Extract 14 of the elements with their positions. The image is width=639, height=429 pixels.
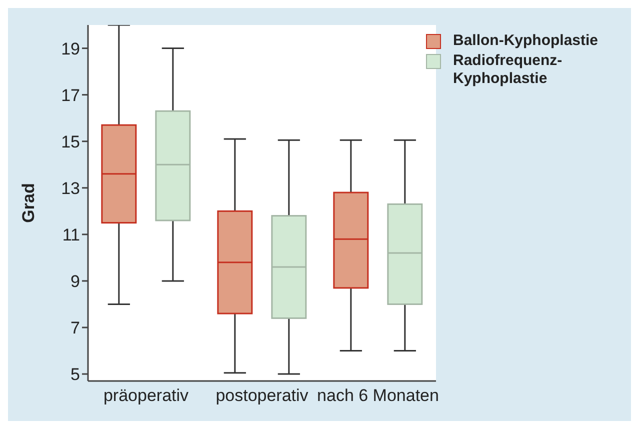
y-tick-label: 5	[70, 365, 80, 384]
x-tick-label: präoperativ	[103, 386, 190, 406]
x-tick-label: nach 6 Monaten	[317, 386, 439, 406]
y-tick-label: 15	[61, 132, 80, 152]
y-tick-label: 17	[61, 86, 80, 105]
y-tick-label: 19	[61, 39, 80, 58]
legend-label: Radiofrequenz-Kyphoplastie	[453, 52, 564, 88]
y-tick-label: 13	[61, 178, 80, 198]
y-axis-title: Grad	[19, 183, 38, 223]
x-tick-label: postoperativ	[216, 386, 309, 406]
legend-label: Ballon-Kyphoplastie	[453, 32, 598, 50]
y-tick-label: 11	[62, 225, 80, 244]
y-tick-label: 7	[70, 318, 80, 338]
y-tick-label: 9	[70, 272, 80, 291]
